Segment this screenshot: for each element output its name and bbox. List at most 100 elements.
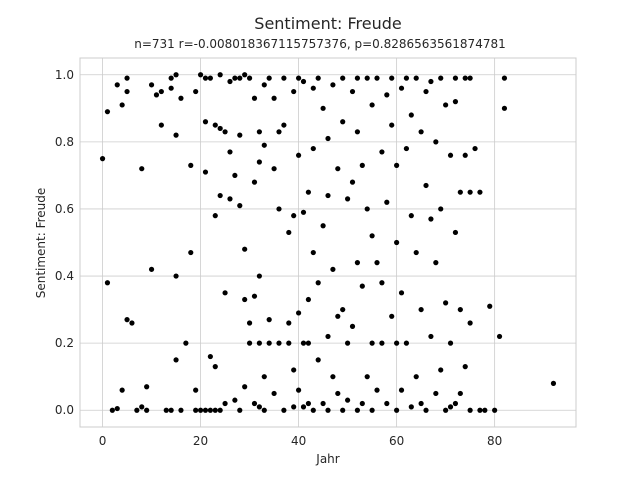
scatter-point xyxy=(232,397,238,403)
y-axis-label: Sentiment: Freude xyxy=(34,188,48,299)
scatter-point xyxy=(305,340,311,346)
scatter-point xyxy=(320,223,326,229)
y-tick-label: 0.6 xyxy=(55,202,74,216)
scatter-point xyxy=(433,139,439,145)
scatter-point xyxy=(139,166,145,172)
scatter-point xyxy=(482,407,488,413)
scatter-point xyxy=(227,196,233,202)
scatter-point xyxy=(183,340,189,346)
scatter-point xyxy=(256,129,262,135)
scatter-point xyxy=(286,340,292,346)
scatter-point xyxy=(173,132,179,138)
scatter-point xyxy=(163,407,169,413)
scatter-point xyxy=(457,306,463,313)
scatter-point xyxy=(305,189,311,195)
scatter-point xyxy=(295,387,302,393)
scatter-point xyxy=(413,249,419,256)
scatter-point xyxy=(389,122,395,128)
scatter-point xyxy=(457,390,463,397)
scatter-point xyxy=(242,72,248,78)
scatter-point xyxy=(295,310,302,316)
scatter-point xyxy=(325,135,331,142)
y-ticks: 0.0 0.2 0.4 0.6 0.8 1.0 xyxy=(55,68,74,417)
scatter-point xyxy=(193,407,199,413)
scatter-point xyxy=(354,129,361,135)
scatter-point xyxy=(398,387,405,393)
scatter-point xyxy=(242,384,248,390)
scatter-point xyxy=(403,340,410,346)
scatter-point xyxy=(217,407,223,413)
scatter-point xyxy=(403,145,410,152)
scatter-point xyxy=(408,213,414,219)
scatter-point xyxy=(374,75,380,81)
scatter-point xyxy=(291,404,297,410)
scatter-point xyxy=(197,407,204,413)
y-tick-label: 0.2 xyxy=(55,336,74,350)
scatter-point xyxy=(266,75,272,81)
scatter-point xyxy=(457,189,463,195)
scatter-point xyxy=(232,75,238,81)
scatter-point xyxy=(452,400,459,407)
chart-subtitle: n=731 r=-0.008018367115757376, p=0.82865… xyxy=(134,37,505,51)
scatter-point xyxy=(315,280,321,286)
scatter-point xyxy=(237,75,243,81)
scatter-point xyxy=(423,182,429,189)
scatter-point xyxy=(359,283,365,289)
scatter-point xyxy=(384,199,390,205)
scatter-point xyxy=(119,102,125,108)
scatter-point xyxy=(364,206,370,212)
scatter-point xyxy=(305,400,311,407)
scatter-point xyxy=(398,85,405,91)
x-tick-label: 0 xyxy=(99,434,107,448)
scatter-point xyxy=(349,323,356,329)
scatter-point xyxy=(222,290,228,296)
scatter-point xyxy=(345,340,351,346)
scatter-point xyxy=(99,156,106,162)
scatter-point xyxy=(158,88,164,95)
scatter-point xyxy=(428,78,434,85)
scatter-point xyxy=(310,407,316,413)
scatter-point xyxy=(345,397,351,403)
scatter-point xyxy=(487,303,493,309)
scatter-point xyxy=(217,125,223,132)
scatter-point xyxy=(178,407,184,413)
scatter-point xyxy=(188,162,194,168)
scatter-point xyxy=(345,196,351,202)
scatter-point xyxy=(193,88,199,95)
scatter-point xyxy=(276,129,282,135)
scatter-point xyxy=(389,75,395,81)
scatter-point xyxy=(467,320,473,326)
scatter-point xyxy=(291,213,297,219)
scatter-point xyxy=(246,75,253,81)
plot-frame xyxy=(79,57,577,428)
scatter-point xyxy=(394,340,400,346)
scatter-point xyxy=(222,129,228,135)
scatter-point xyxy=(256,404,262,410)
scatter-point xyxy=(227,78,233,85)
scatter-point xyxy=(394,239,400,246)
x-tick-label: 40 xyxy=(291,434,306,448)
scatter-point xyxy=(364,75,370,81)
scatter-point xyxy=(452,75,459,81)
scatter-point xyxy=(193,387,199,393)
scatter-point xyxy=(496,333,503,340)
scatter-point xyxy=(443,407,449,413)
scatter-point xyxy=(291,367,297,373)
scatter-point xyxy=(251,400,258,407)
scatter-point xyxy=(330,82,336,88)
x-axis-label: Jahr xyxy=(315,452,339,466)
scatter-point xyxy=(281,75,287,81)
scatter-point xyxy=(394,407,400,413)
scatter-point xyxy=(124,88,130,95)
scatter-point xyxy=(335,390,341,397)
scatter-point xyxy=(173,357,179,363)
scatter-point xyxy=(276,340,282,346)
scatter-point xyxy=(330,266,336,272)
scatter-point xyxy=(408,112,414,118)
scatter-point xyxy=(379,340,385,346)
scatter-point xyxy=(202,119,209,125)
scatter-point xyxy=(212,213,218,219)
scatter-point xyxy=(104,280,111,286)
scatter-point xyxy=(310,85,316,91)
scatter-point xyxy=(354,260,361,266)
